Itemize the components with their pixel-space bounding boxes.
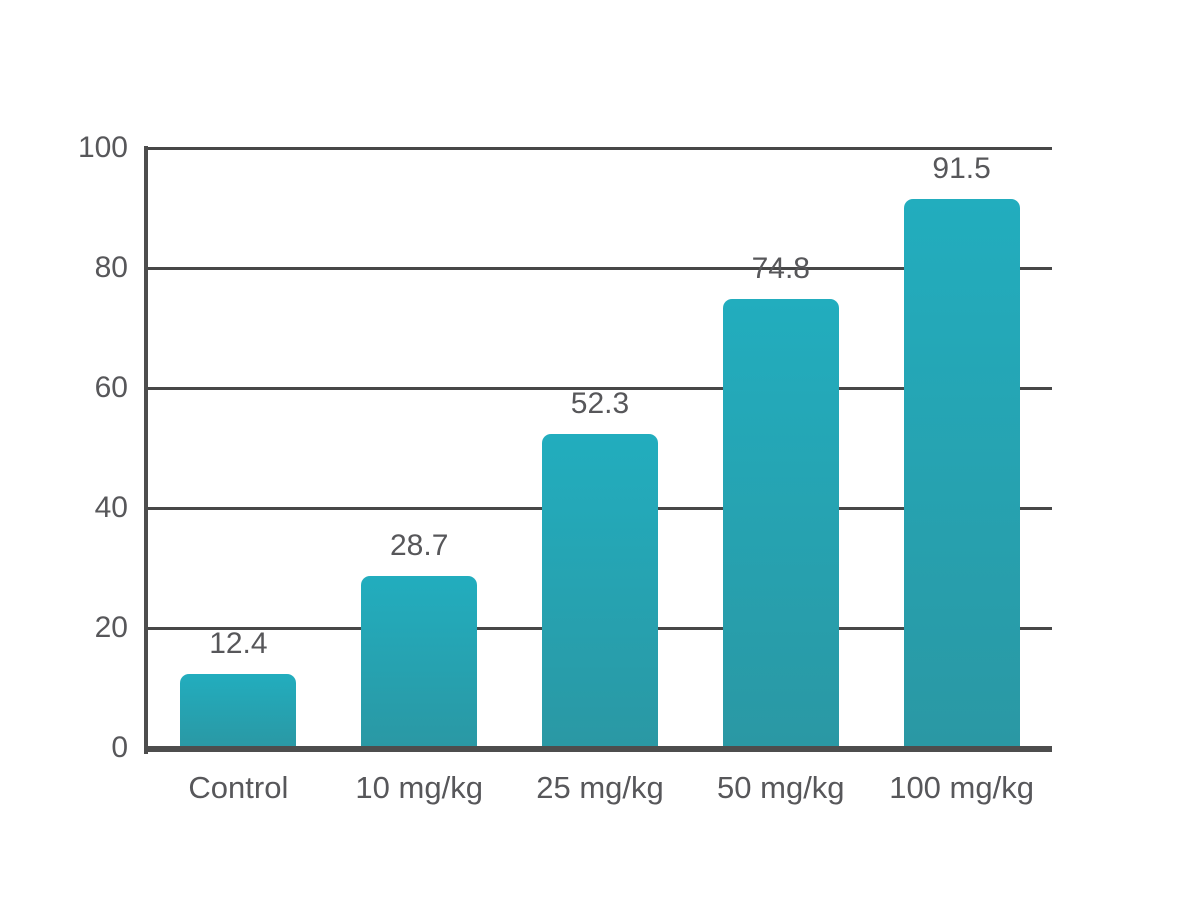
y-axis-line (144, 146, 148, 754)
y-tick-label-80: 80 (94, 251, 128, 284)
y-tick-label-60: 60 (94, 371, 128, 404)
x-tick-label-10 mg/kg: 10 mg/kg (355, 770, 483, 805)
bar-value-label: 12.4 (209, 626, 268, 660)
bar-25 mg/kg (542, 434, 658, 748)
bar-50 mg/kg (722, 299, 839, 748)
y-tick-label-20: 20 (94, 611, 128, 644)
y-tick-label-0: 0 (111, 731, 128, 764)
bar-value-label: 74.8 (751, 252, 810, 286)
x-tick-label-25 mg/kg: 25 mg/kg (536, 770, 664, 805)
gridline-y-60 (148, 386, 1052, 390)
bar-10 mg/kg (361, 575, 478, 748)
x-axis-line (144, 746, 1052, 752)
gridline-y-80 (148, 266, 1052, 270)
x-tick-label-Control: Control (188, 770, 289, 805)
bar-100 mg/kg (903, 199, 1020, 748)
bar-value-label: 52.3 (570, 387, 630, 421)
bar-value-label: 28.7 (389, 528, 449, 562)
x-tick-label-50 mg/kg: 50 mg/kg (717, 770, 845, 805)
bar-value-label: 91.5 (932, 152, 991, 185)
x-tick-label-100 mg/kg: 100 mg/kg (889, 770, 1034, 805)
y-tick-label-100: 100 (77, 131, 128, 164)
gridline-y-100 (148, 146, 1052, 150)
bar-Control (180, 673, 297, 748)
y-tick-label-40: 40 (94, 491, 128, 524)
